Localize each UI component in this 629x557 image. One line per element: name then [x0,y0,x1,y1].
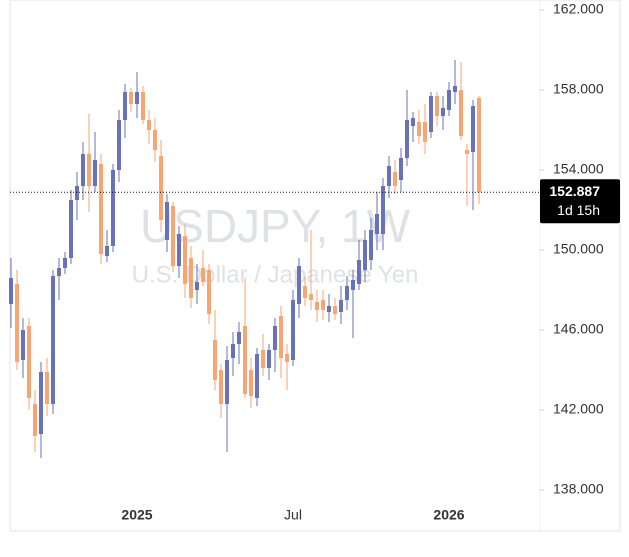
candle-body [183,236,187,284]
candle-body [255,354,259,398]
candle-body [21,330,25,360]
candle-body [321,300,325,310]
x-tick-label: 2025 [121,507,152,523]
candle-body [351,280,355,290]
y-tick-label: 146.000 [553,321,604,337]
candle-body [159,156,163,220]
candle-body [237,332,241,344]
candle-body [441,108,445,116]
candle-body [405,120,409,158]
candle-body [369,230,373,260]
candle-body [477,98,481,193]
candle-body [69,200,73,258]
y-tick-label: 142.000 [553,401,604,417]
candle-body [225,360,229,404]
candle-body [117,120,121,170]
candle-body [363,240,367,270]
candle-body [345,286,349,300]
candle-body [315,302,319,310]
candle-body [387,166,391,186]
candle-body [243,326,247,394]
chart-frame [9,0,621,532]
candle-body [75,186,79,200]
candle-body [93,160,97,186]
candle-body [231,344,235,358]
candle-body [273,326,277,350]
candle-body [219,370,223,404]
candle-body [87,154,91,186]
candle-body [303,286,307,298]
candle-body [291,300,295,360]
y-tick-label: 150.000 [553,241,604,257]
y-tick-label: 154.000 [553,161,604,177]
candle-body [171,206,175,266]
candle-body [15,284,19,362]
candle-body [339,300,343,312]
candle-body [177,234,181,266]
candle-body [435,96,439,116]
candle-body [141,92,145,120]
candle-body [213,340,217,380]
x-tick-label: 2026 [433,507,464,523]
candle-body [111,170,115,246]
candle-body [327,306,331,312]
candle-body [393,172,397,186]
candle-body [375,214,379,234]
candle-body [39,372,43,434]
candle-body [57,268,61,276]
candle-body [297,266,301,304]
candle-body [147,120,151,130]
candle-body [129,92,133,104]
candle-body [153,130,157,150]
candle-body [201,268,205,282]
candle-body [9,278,13,304]
x-tick-label: Jul [284,507,302,523]
candle-body [267,350,271,368]
candle-body [261,350,265,368]
candle-body [195,282,199,290]
candle-body [333,306,337,314]
candle-body [207,270,211,314]
candle-body [465,150,469,154]
candle-body [459,90,463,136]
last-price-box [540,179,620,224]
candle-body [249,370,253,396]
candle-body [279,316,283,358]
candle-body [423,122,427,142]
candle-body [381,186,385,234]
candle-body [357,260,361,284]
candle-body [33,404,37,436]
candle-body [411,118,415,126]
candle-body [135,92,139,104]
candle-body [399,158,403,180]
countdown-label: 1d 15h [557,202,600,218]
candle-body [189,258,193,298]
candle-body [27,326,31,398]
candle-body [285,354,289,362]
candle-body [99,164,103,254]
candle-body [123,92,127,120]
candle-body [429,96,433,132]
candle-body [417,122,421,136]
candle-body [165,202,169,240]
candle-body [447,90,451,110]
y-tick-label: 158.000 [553,81,604,97]
candle-body [81,154,85,186]
candle-body [309,294,313,300]
last-price-label: 152.887 [549,183,600,199]
candle-body [45,372,49,404]
y-tick-label: 162.000 [553,1,604,17]
candle-body [453,86,457,92]
candle-body [51,276,55,404]
candle-body [471,106,475,152]
candle-body [105,246,109,256]
candle-body [63,258,67,268]
y-tick-label: 138.000 [553,481,604,497]
